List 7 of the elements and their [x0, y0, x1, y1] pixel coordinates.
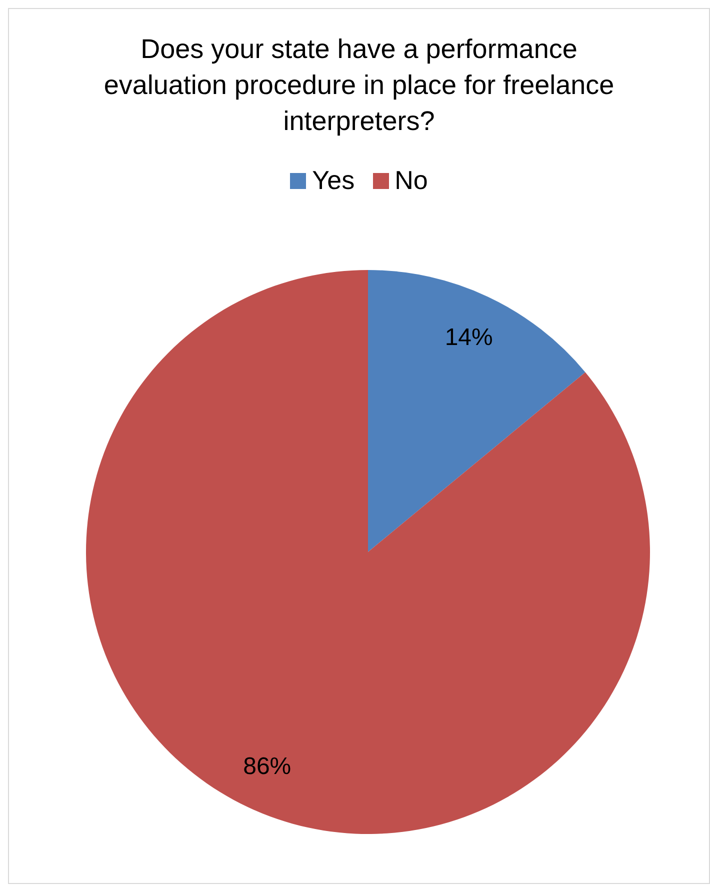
legend-label: Yes — [312, 165, 355, 196]
legend-label: No — [394, 165, 428, 196]
pie-slice — [368, 270, 586, 552]
chart-title: Does your state have a performance evaluation procedure in place for freelance interpreters? — [102, 33, 616, 138]
data-label: 14% — [444, 324, 493, 352]
data-label: 86% — [243, 752, 292, 780]
pie-slice — [86, 270, 650, 834]
